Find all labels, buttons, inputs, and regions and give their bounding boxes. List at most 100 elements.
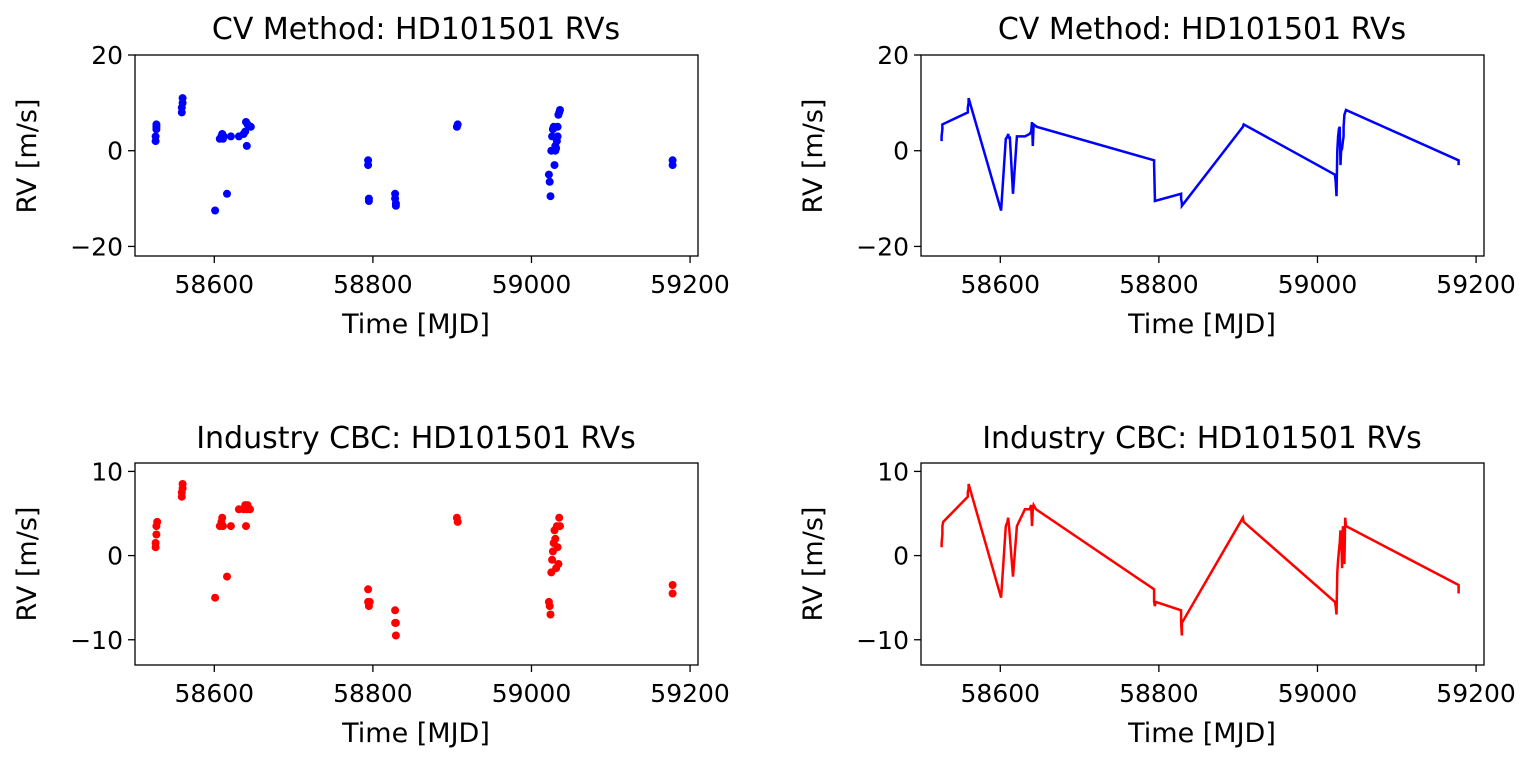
data-point <box>178 480 187 488</box>
x-tick-label: 59200 <box>650 679 730 708</box>
subplot-top-left: CV Method: HD101501 RVs Time [MJD] RV [m… <box>12 12 730 340</box>
data-point <box>553 132 562 141</box>
x-tick-label: 58800 <box>333 270 413 299</box>
x-tick-label: 58800 <box>1119 679 1199 708</box>
series-line <box>940 483 1460 636</box>
subplot-bottom-right: Industry CBC: HD101501 RVs Time [MJD] RV… <box>798 421 1516 749</box>
y-tick-label: 10 <box>877 457 909 486</box>
data-point <box>211 593 220 602</box>
data-point <box>242 141 251 150</box>
chart-title: Industry CBC: HD101501 RVs <box>982 421 1422 456</box>
y-axis-label: RV [m/s] <box>12 99 43 214</box>
x-tick-label: 58800 <box>333 679 413 708</box>
subplot-top-right: CV Method: HD101501 RVs Time [MJD] RV [m… <box>798 12 1516 340</box>
data-point <box>246 505 254 514</box>
x-tick-label: 59200 <box>1436 270 1516 299</box>
data-point <box>545 602 554 611</box>
data-point <box>668 589 677 598</box>
x-tick-label: 59000 <box>492 679 572 708</box>
data-point <box>453 517 462 526</box>
data-point <box>556 522 564 531</box>
data-point <box>178 94 187 103</box>
x-tick-label: 58600 <box>961 679 1041 708</box>
data-point <box>151 539 160 547</box>
data-point <box>553 122 562 131</box>
subplot-bottom-left: Industry CBC: HD101501 RVs Time [MJD] RV… <box>12 421 730 749</box>
data-point <box>242 522 250 531</box>
data-point <box>453 120 462 129</box>
y-tick-label: −20 <box>856 232 909 261</box>
data-point <box>556 106 564 114</box>
y-axis-label: RV [m/s] <box>798 99 829 214</box>
data-point <box>545 177 554 186</box>
y-tick-label: −10 <box>856 626 909 655</box>
data-point <box>152 120 161 129</box>
data-point <box>391 618 400 627</box>
y-tick-label: 0 <box>107 137 123 166</box>
x-tick-label: 59200 <box>1436 679 1516 708</box>
y-axis-label: RV [m/s] <box>12 507 43 622</box>
x-tick-label: 59000 <box>492 270 572 299</box>
data-point <box>365 597 374 606</box>
data-point <box>668 581 677 589</box>
x-tick-label: 59000 <box>1278 679 1358 708</box>
data-point <box>241 127 250 136</box>
data-point <box>211 206 220 215</box>
data-point <box>364 161 373 170</box>
x-tick-label: 58600 <box>961 270 1041 299</box>
axes-frame <box>134 54 699 257</box>
y-tick-label: 20 <box>91 41 123 70</box>
data-point <box>391 606 400 615</box>
data-point <box>391 631 400 640</box>
data-point <box>553 543 562 552</box>
x-axis-label: Time [MJD] <box>341 718 490 749</box>
x-tick-label: 59000 <box>1278 270 1358 299</box>
data-point <box>151 132 160 141</box>
data-point <box>668 161 677 170</box>
data-point <box>555 513 564 522</box>
chart-title: Industry CBC: HD101501 RVs <box>196 421 636 456</box>
data-point <box>226 522 235 531</box>
chart-title: CV Method: HD101501 RVs <box>212 12 620 47</box>
data-point <box>391 201 400 210</box>
y-tick-label: −10 <box>70 626 123 655</box>
data-point <box>364 197 373 205</box>
data-point <box>153 517 162 526</box>
data-point <box>554 560 563 568</box>
x-tick-label: 59200 <box>650 270 730 299</box>
data-point <box>152 530 161 539</box>
data-point <box>544 170 553 179</box>
data-point <box>551 534 560 543</box>
axes-frame <box>920 462 1485 666</box>
data-point <box>223 572 231 581</box>
x-tick-label: 58800 <box>1119 270 1199 299</box>
series-line <box>940 97 1460 211</box>
chart-title: CV Method: HD101501 RVs <box>998 12 1406 47</box>
x-tick-label: 58600 <box>175 679 255 708</box>
axes-frame <box>920 54 1485 257</box>
data-point <box>552 144 561 153</box>
data-point <box>218 513 227 522</box>
data-point <box>550 161 559 170</box>
y-tick-label: 0 <box>107 542 123 571</box>
y-tick-label: 20 <box>877 41 909 70</box>
data-point <box>546 192 555 201</box>
data-point <box>219 522 227 531</box>
x-axis-label: Time [MJD] <box>1127 309 1276 340</box>
data-point <box>364 585 373 594</box>
data-point <box>219 132 228 141</box>
data-point <box>226 132 235 141</box>
y-tick-label: 0 <box>893 137 909 166</box>
y-tick-label: 10 <box>91 457 123 486</box>
data-point <box>548 555 557 564</box>
axes-frame <box>134 462 699 666</box>
x-axis-label: Time [MJD] <box>341 309 490 340</box>
data-point <box>223 189 231 198</box>
data-point <box>246 122 255 131</box>
x-tick-label: 58600 <box>175 270 255 299</box>
y-tick-label: −20 <box>70 232 123 261</box>
x-axis-label: Time [MJD] <box>1127 718 1276 749</box>
y-tick-label: 0 <box>893 542 909 571</box>
data-point <box>546 610 555 619</box>
